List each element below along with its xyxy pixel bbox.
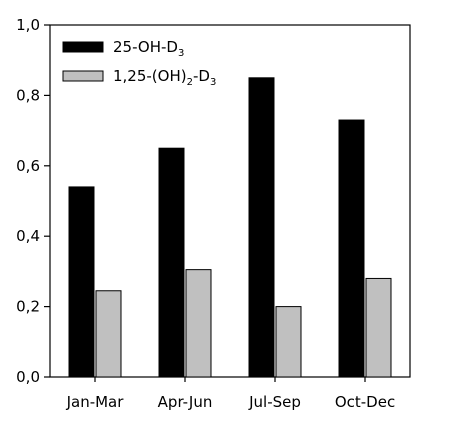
x-tick-label-jul-sep: Jul-Sep bbox=[248, 393, 301, 411]
bar-jan-mar-series-1 bbox=[68, 186, 95, 378]
y-tick-label: 0,8 bbox=[16, 86, 40, 104]
bar-oct-dec-series-2 bbox=[365, 277, 392, 378]
bars bbox=[68, 77, 392, 378]
x-tick-label-oct-dec: Oct-Dec bbox=[335, 393, 395, 411]
legend-swatch-25-oh-d3 bbox=[62, 41, 104, 53]
y-axis: 0,0 0,2 0,4 0,6 0,8 1,0 bbox=[16, 16, 50, 386]
x-tick-label-apr-jun: Apr-Jun bbox=[158, 393, 213, 411]
bar-jul-sep-series-1 bbox=[248, 77, 275, 378]
x-tick-label-jan-mar: Jan-Mar bbox=[66, 393, 125, 411]
bar-apr-jun-series-2 bbox=[185, 269, 212, 378]
bar-apr-jun-series-1 bbox=[158, 147, 185, 378]
bar-jul-sep-series-2 bbox=[275, 306, 302, 378]
y-tick-label: 0,6 bbox=[16, 157, 40, 175]
y-tick-label: 0,4 bbox=[16, 227, 40, 245]
legend-label-1-25-oh2-d3: 1,25-(OH)2-D3 bbox=[113, 67, 216, 88]
legend-label-25-oh-d3: 25-OH-D3 bbox=[113, 38, 184, 59]
x-axis: Jan-Mar Apr-Jun Jul-Sep Oct-Dec bbox=[66, 377, 395, 411]
bar-jan-mar-series-2 bbox=[95, 290, 122, 378]
y-tick-label: 1,0 bbox=[16, 16, 40, 34]
y-tick-label: 0,0 bbox=[16, 368, 40, 386]
plot-area bbox=[49, 24, 411, 378]
legend: 25-OH-D3 1,25-(OH)2-D3 bbox=[62, 38, 216, 88]
y-tick-label: 0,2 bbox=[16, 298, 40, 316]
bar-oct-dec-series-1 bbox=[338, 119, 365, 378]
legend-swatch-1-25-oh2-d3 bbox=[62, 70, 104, 82]
